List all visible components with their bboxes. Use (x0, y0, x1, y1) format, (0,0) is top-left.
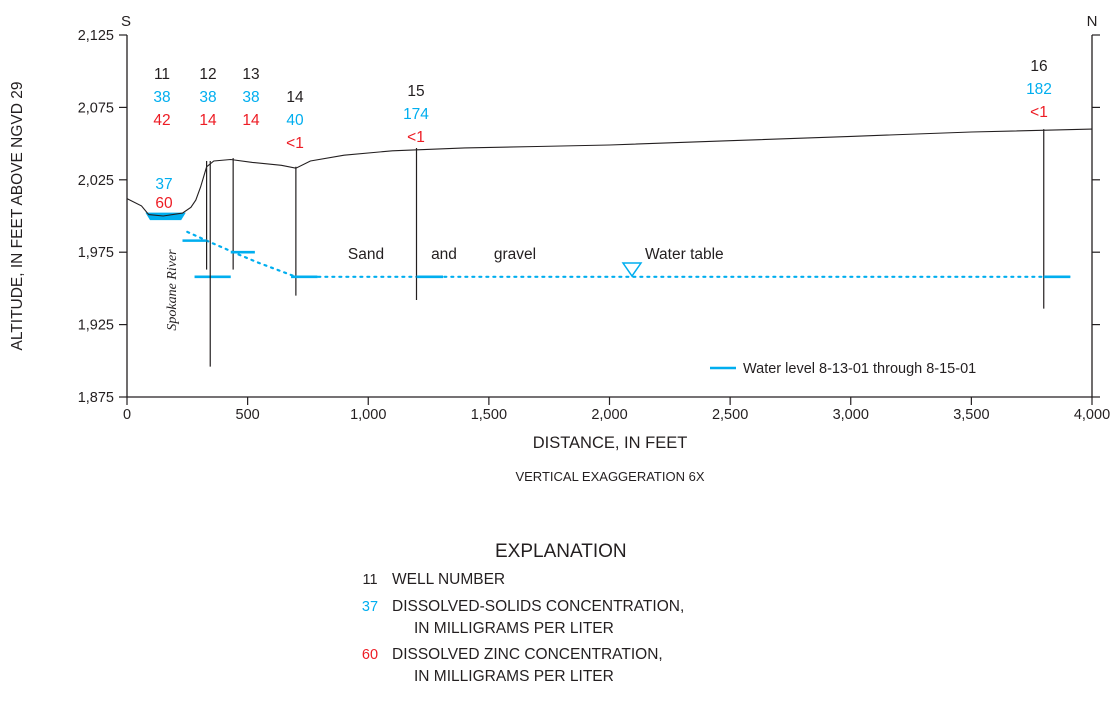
y-tick-label: 2,025 (78, 173, 114, 189)
explanation-text-continued: IN MILLIGRAMS PER LITER (414, 620, 614, 637)
water-table-label: Water table (645, 246, 724, 263)
well-dissolved-solids: 174 (403, 106, 429, 123)
explanation-text: DISSOLVED-SOLIDS CONCENTRATION, (392, 598, 684, 615)
south-label: S (121, 13, 131, 30)
explanation-text: DISSOLVED ZINC CONCENTRATION, (392, 646, 663, 663)
north-label: N (1087, 13, 1098, 30)
explanation-title: EXPLANATION (495, 541, 627, 562)
well-number: 16 (1030, 58, 1047, 75)
well-annotations: 11 38 42 12 38 14 13 38 14 14 40 <1 15 174 <1 16 182 <1 (153, 58, 1052, 152)
well-dissolved-solids: 38 (242, 89, 259, 106)
river-label: Spokane River (165, 249, 180, 331)
plot-frame (126, 35, 1093, 398)
x-tick-label: 2,000 (591, 407, 627, 423)
well-dissolved-solids: 38 (199, 89, 216, 106)
x-tick-label: 4,000 (1074, 407, 1110, 423)
water-table-symbol (621, 262, 643, 278)
well-columns (182, 129, 1071, 367)
well-zinc: 14 (199, 112, 217, 129)
explanation-list: 11 WELL NUMBER 37 DISSOLVED-SOLIDS CONCENTR… (362, 571, 684, 685)
x-tick-label: 500 (236, 407, 260, 423)
explanation-key: 60 (362, 647, 378, 663)
river-dissolved-solids: 37 (155, 176, 172, 193)
explanation-text-continued: IN MILLIGRAMS PER LITER (414, 668, 614, 685)
y-tick-label: 2,075 (78, 100, 114, 116)
x-tick-label: 3,000 (833, 407, 869, 423)
river-zinc: 60 (155, 195, 173, 212)
water-level-legend-label: Water level 8-13-01 through 8-15-01 (743, 361, 976, 377)
well-zinc: 14 (242, 112, 260, 129)
well-zinc: 42 (153, 112, 170, 129)
x-axis-sublabel: VERTICAL EXAGGERATION 6X (515, 469, 704, 484)
explanation-key: 37 (362, 599, 378, 615)
well-dissolved-solids: 182 (1026, 81, 1052, 98)
well-zinc: <1 (286, 135, 304, 152)
y-tick-label: 2,125 (78, 28, 114, 44)
well-zinc: <1 (407, 129, 425, 146)
x-axis-ticks: 0 500 1,000 1,500 2,000 2,500 3,000 3,500 4,000 (123, 397, 1110, 423)
x-tick-label: 2,500 (712, 407, 748, 423)
x-tick-label: 1,500 (471, 407, 507, 423)
well-number: 11 (154, 66, 170, 83)
land-surface-line (126, 128, 1093, 217)
y-axis-label: ALTITUDE, IN FEET ABOVE NGVD 29 (9, 81, 26, 350)
well-dissolved-solids: 40 (286, 112, 304, 129)
x-tick-label: 3,500 (953, 407, 989, 423)
y-axis-ticks: 1,875 1,925 1,975 2,025 2,075 2,125 (78, 28, 1100, 406)
well-number: 15 (407, 83, 424, 100)
lithology-sand: Sand (348, 246, 384, 263)
x-tick-label: 1,000 (350, 407, 386, 423)
explanation-key: 11 (362, 572, 377, 588)
well-zinc: <1 (1030, 104, 1048, 121)
y-tick-label: 1,975 (78, 245, 114, 261)
well-number: 14 (286, 89, 304, 106)
well-number: 12 (199, 66, 216, 83)
x-tick-label: 0 (123, 407, 131, 423)
y-tick-label: 1,925 (78, 318, 114, 334)
well-dissolved-solids: 38 (153, 89, 170, 106)
y-tick-label: 1,875 (78, 390, 114, 406)
lithology-and: and (431, 246, 457, 263)
lithology-gravel: gravel (494, 246, 536, 263)
well-number: 13 (242, 66, 259, 83)
explanation-text: WELL NUMBER (392, 571, 505, 588)
x-axis-label: DISTANCE, IN FEET (533, 434, 688, 452)
